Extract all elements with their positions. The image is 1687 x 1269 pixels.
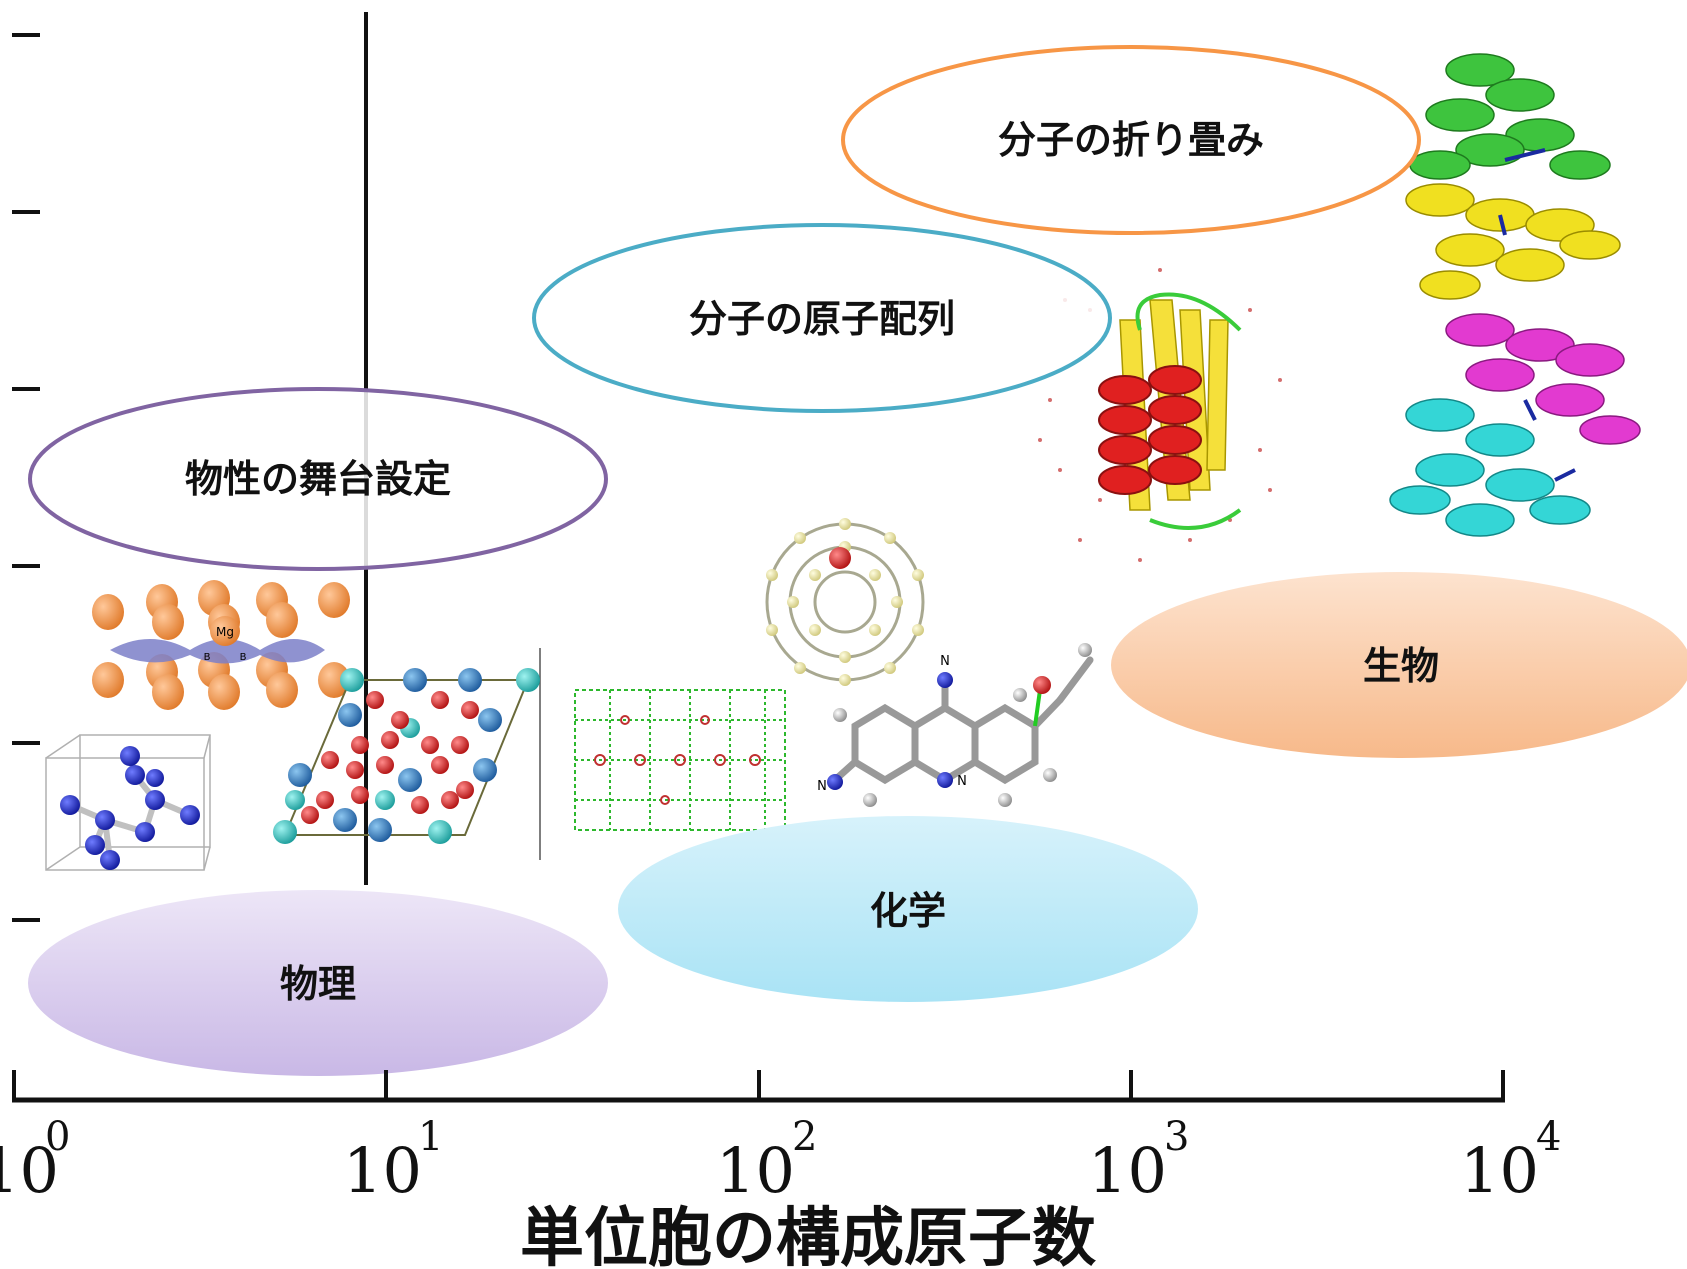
crystal-structure-image <box>273 648 541 860</box>
folding-text: 分子の折り畳み <box>998 118 1264 162</box>
folding-label: 分子の折り畳み <box>841 45 1421 235</box>
b-atom-label: B <box>240 652 247 663</box>
biology-region: 生物 <box>1111 572 1687 758</box>
y-axis-ticks <box>12 33 40 922</box>
tick-label-10-2: 10 2 <box>716 1114 817 1207</box>
n-atom-label: N <box>817 779 827 794</box>
stage-setting-text: 物性の舞台設定 <box>185 457 451 501</box>
tick-label-10-1: 10 1 <box>343 1114 443 1207</box>
mgb2-structure-image: Mg B B <box>92 580 350 710</box>
chemistry-region: 化学 <box>618 816 1198 1002</box>
b-atom-label: B <box>204 652 211 663</box>
svg-text:10: 10 <box>343 1134 422 1207</box>
physics-region: 物理 <box>28 890 608 1076</box>
svg-text:2: 2 <box>792 1114 817 1160</box>
chemistry-text: 化学 <box>870 889 946 933</box>
n-atom-label: N <box>940 654 950 669</box>
n-atom-label: N <box>957 774 967 789</box>
acridine-molecule-image: N N N <box>817 643 1094 807</box>
x-tick-labels: 10 0 10 1 10 2 10 3 10 4 <box>0 1114 1561 1207</box>
svg-text:1: 1 <box>418 1114 443 1160</box>
svg-text:10: 10 <box>0 1134 59 1207</box>
tick-label-10-3: 10 3 <box>1088 1114 1189 1207</box>
x-axis-title: 単位胞の構成原子数 <box>520 1202 1096 1269</box>
protein-structure-image <box>1038 268 1282 562</box>
x-axis <box>12 1070 1505 1103</box>
svg-text:10: 10 <box>1088 1134 1167 1207</box>
framework-structure-image <box>574 689 786 831</box>
svg-text:0: 0 <box>45 1114 70 1160</box>
mg-atom-label: Mg <box>216 625 234 639</box>
svg-text:10: 10 <box>1460 1134 1539 1207</box>
atomic-arrangement-text: 分子の原子配列 <box>689 297 955 341</box>
silicon-unit-cell-image <box>45 734 211 871</box>
svg-text:10: 10 <box>716 1134 795 1207</box>
atomic-arrangement-label: 分子の原子配列 <box>532 223 1112 413</box>
svg-text:3: 3 <box>1164 1114 1189 1160</box>
tick-label-10-0: 10 0 <box>0 1114 70 1207</box>
protein-complex-image <box>1389 53 1641 537</box>
svg-text:4: 4 <box>1536 1114 1561 1160</box>
fullerene-image <box>765 518 925 686</box>
physics-text: 物理 <box>280 962 356 1006</box>
biology-text: 生物 <box>1363 644 1439 688</box>
stage-setting-label: 物性の舞台設定 <box>28 387 608 571</box>
tick-label-10-4: 10 4 <box>1460 1114 1561 1207</box>
